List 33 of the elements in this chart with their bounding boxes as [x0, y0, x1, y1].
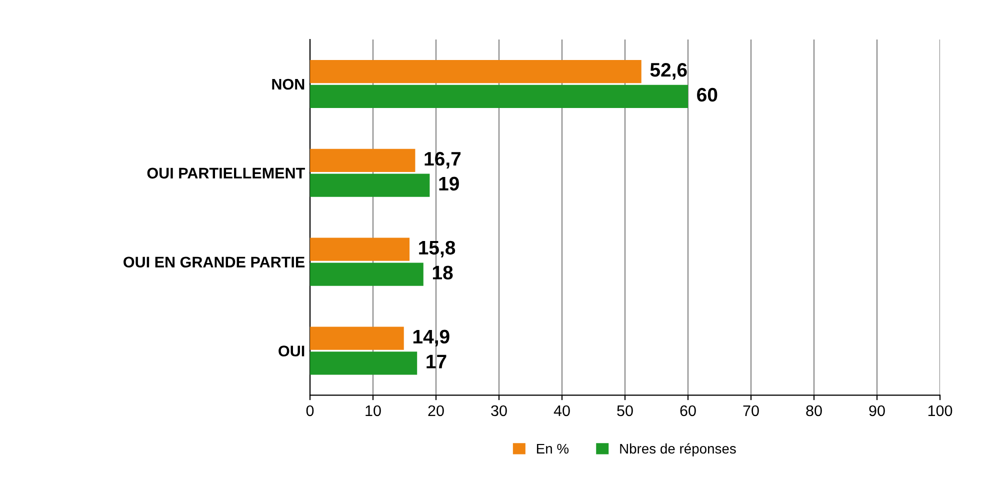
x-tick-label: 30	[491, 405, 507, 416]
data-label: 18	[432, 266, 453, 280]
x-tick-label: 100	[928, 405, 952, 416]
x-tick-label: 70	[743, 405, 759, 416]
x-tick-label: 20	[428, 405, 444, 416]
y-tick-label: OUI PARTIELLEMENT	[147, 168, 305, 179]
legend-label: En %	[536, 444, 569, 454]
bar	[310, 174, 430, 197]
x-tick-label: 50	[617, 405, 633, 416]
x-tick-label: 90	[869, 405, 885, 416]
bar	[310, 84, 688, 108]
data-label: 16,7	[424, 152, 461, 168]
legend-label: Nbres de réponses	[620, 443, 736, 456]
y-tick-label: OUI	[278, 346, 304, 356]
y-tick-label: OUI EN GRANDE PARTIE	[124, 256, 305, 268]
x-tick-label: 10	[366, 405, 381, 416]
x-tick-label: 0	[306, 405, 314, 416]
bar	[310, 238, 410, 261]
x-tick-label: 60	[680, 405, 696, 416]
x-tick-label: 40	[554, 405, 570, 416]
bar	[310, 352, 418, 375]
data-label: 19	[439, 176, 459, 191]
bar	[310, 262, 424, 286]
data-label: 17	[426, 354, 446, 368]
y-tick-label: NON	[272, 78, 304, 90]
bar	[310, 60, 642, 84]
data-label: 52,6	[650, 62, 687, 80]
data-label: 60	[697, 88, 718, 102]
bar	[310, 148, 416, 172]
bar	[310, 326, 404, 350]
x-tick-label: 80	[806, 405, 822, 416]
data-label: 14,9	[413, 330, 450, 346]
data-label: 15,8	[419, 240, 456, 258]
